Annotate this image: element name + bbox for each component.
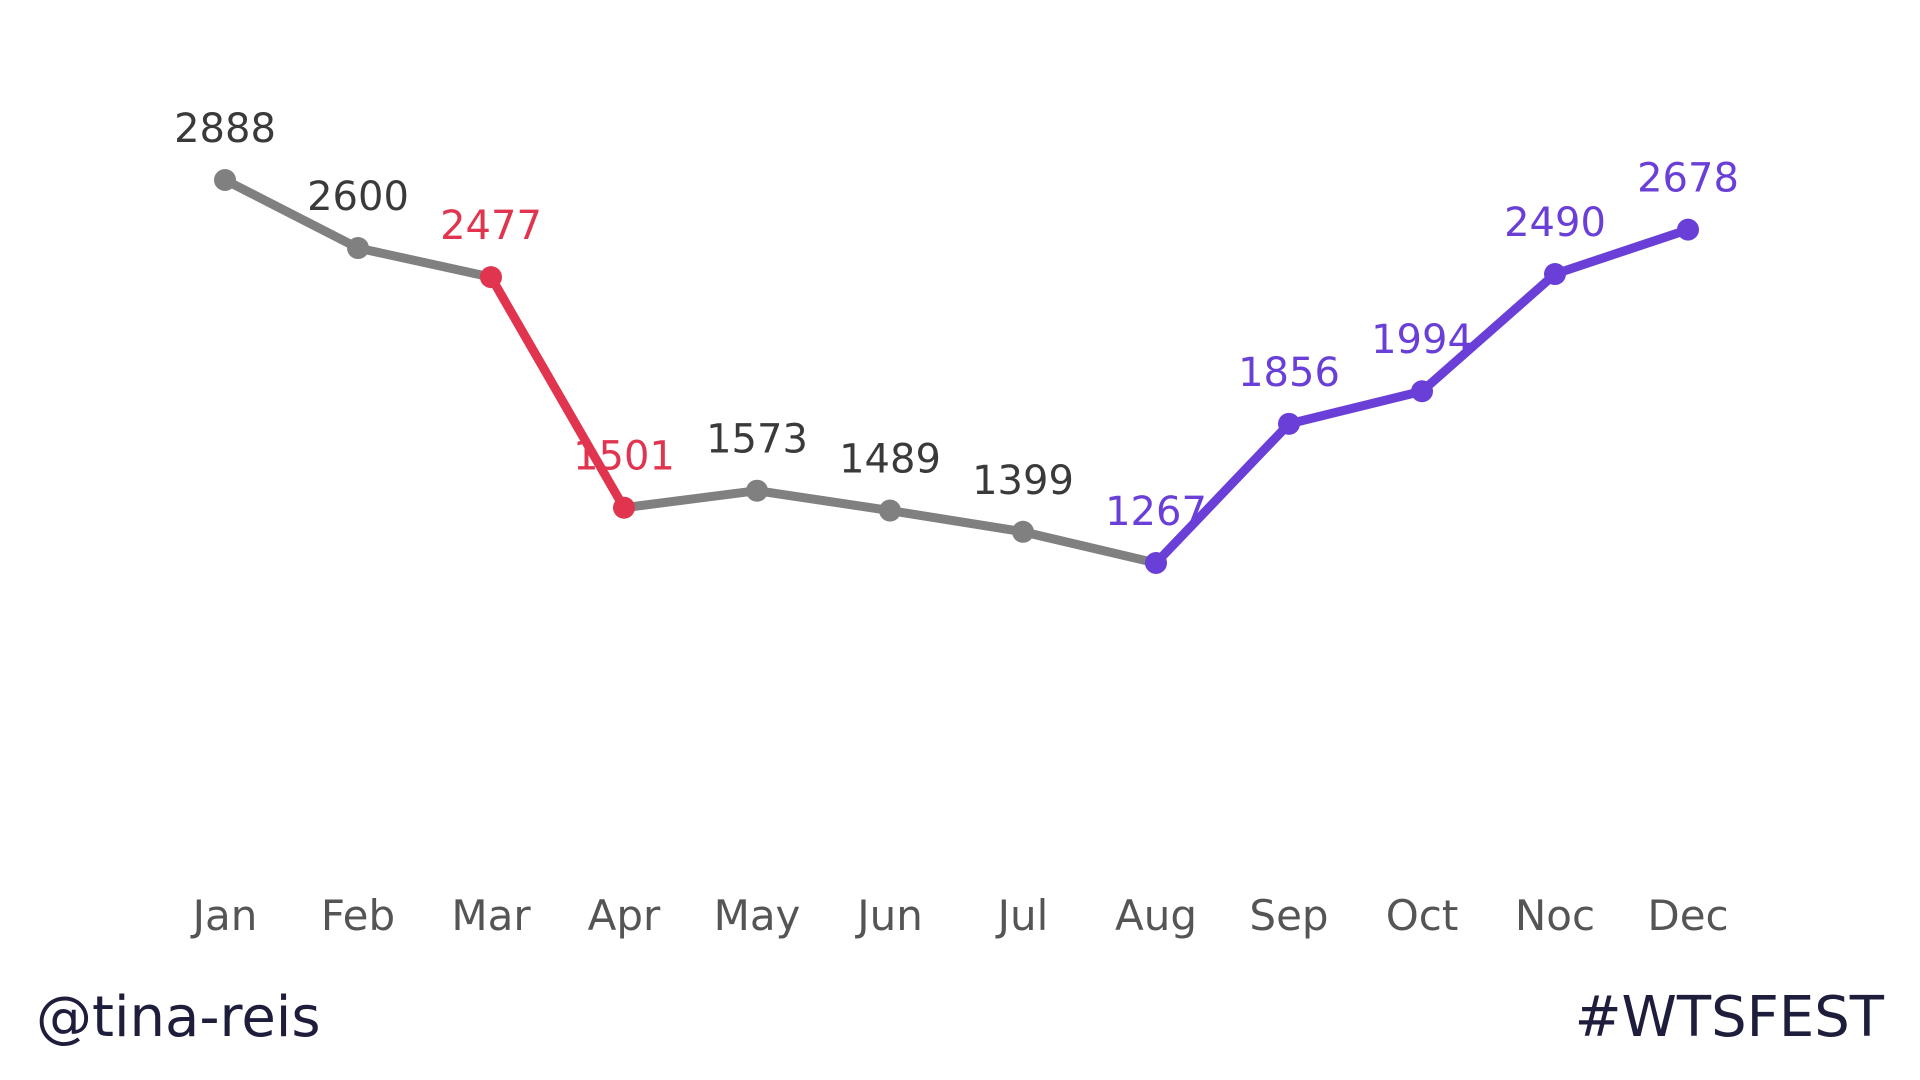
x-tick-label-oct: Oct xyxy=(1386,891,1459,940)
data-label-mar: 2477 xyxy=(440,203,542,249)
line-segment-jul-aug xyxy=(1018,527,1161,568)
line-segment-aug-sep xyxy=(1151,419,1294,568)
data-label-aug: 1267 xyxy=(1105,489,1207,535)
data-point-jun xyxy=(879,499,901,522)
data-point-sep xyxy=(1278,412,1300,435)
x-tick-label-jul: Jul xyxy=(995,891,1049,940)
line-segment-mar-apr xyxy=(486,272,629,513)
line-segment-jan-feb xyxy=(220,175,363,253)
data-point-noc xyxy=(1544,263,1566,286)
x-tick-label-aug: Aug xyxy=(1115,891,1197,940)
data-label-sep: 1856 xyxy=(1238,350,1340,396)
x-tick-label-sep: Sep xyxy=(1249,891,1328,940)
line-segment-oct-noc xyxy=(1417,269,1560,396)
x-tick-label-mar: Mar xyxy=(451,891,531,940)
x-tick-label-dec: Dec xyxy=(1647,891,1728,940)
data-label-oct: 1994 xyxy=(1371,317,1473,363)
data-point-apr xyxy=(613,496,635,519)
data-label-dec: 2678 xyxy=(1637,156,1739,202)
x-tick-label-jan: Jan xyxy=(190,891,258,940)
line-segments xyxy=(220,175,1693,568)
line-segment-jun-jul xyxy=(885,506,1028,537)
x-tick-label-noc: Noc xyxy=(1515,891,1595,940)
author-handle: @tina-reis xyxy=(36,985,321,1050)
data-label-noc: 2490 xyxy=(1504,200,1606,246)
x-axis-tick-labels: Jan Feb Mar Apr May Jun Jul Aug Sep Oct Noc Dec xyxy=(190,891,1729,940)
event-hashtag: #WTSFEST xyxy=(1574,985,1884,1050)
data-labels: 2888 2600 2477 1501 1573 1489 1399 1267 1856 1994… xyxy=(174,106,1739,535)
x-tick-label-may: May xyxy=(714,891,801,940)
data-point-dec xyxy=(1677,218,1699,241)
line-segment-sep-oct xyxy=(1284,386,1427,429)
line-segment-feb-mar xyxy=(353,243,496,282)
line-segment-may-jun xyxy=(752,486,895,516)
x-tick-label-jun: Jun xyxy=(854,891,923,940)
line-segment-apr-may xyxy=(619,486,762,513)
data-label-jun: 1489 xyxy=(839,437,941,483)
data-point-feb xyxy=(347,237,369,260)
x-tick-label-feb: Feb xyxy=(321,891,395,940)
x-tick-label-apr: Apr xyxy=(588,891,661,940)
data-point-aug xyxy=(1145,552,1167,574)
data-point-oct xyxy=(1411,380,1433,403)
data-point-may xyxy=(746,479,768,502)
data-point-jan xyxy=(214,169,236,191)
data-label-apr: 1501 xyxy=(573,434,675,480)
data-label-feb: 2600 xyxy=(307,174,409,220)
data-points xyxy=(214,169,1699,574)
data-point-mar xyxy=(480,266,502,289)
line-segment-noc-dec xyxy=(1550,225,1693,279)
data-label-jan: 2888 xyxy=(174,106,276,152)
data-point-jul xyxy=(1012,520,1034,543)
data-label-may: 1573 xyxy=(706,417,808,463)
data-label-jul: 1399 xyxy=(972,458,1074,504)
